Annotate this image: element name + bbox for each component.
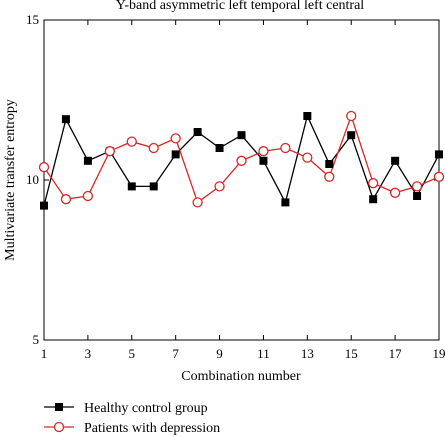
legend: Healthy control group Patients with depre… <box>44 401 220 436</box>
legend-label-0: Healthy control group <box>84 401 208 416</box>
series-0-point-18 <box>413 192 422 200</box>
series-0-point-14 <box>325 160 334 168</box>
x-axis-label: Combination number <box>181 369 301 384</box>
chart-title: Y-band asymmetric left temporal left cen… <box>116 0 365 13</box>
series-1-point-7 <box>170 133 181 144</box>
series-1-point-14 <box>324 171 335 182</box>
series-0-point-10 <box>237 131 246 140</box>
series-1-point-1 <box>38 162 50 173</box>
legend-marker-1 <box>53 421 65 433</box>
legend-marker-0 <box>55 403 63 411</box>
series-1-point-13 <box>302 152 313 163</box>
series-0-point-3 <box>83 156 92 165</box>
series-1-point-6 <box>148 142 159 154</box>
series-1-point-4 <box>104 146 115 157</box>
x-ticks: 1 3 5 7 9 11 13 15 17 19 <box>41 20 445 361</box>
series-1-point-2 <box>60 194 72 205</box>
series-1-point-5 <box>126 136 137 147</box>
series-0-point-7 <box>171 150 180 159</box>
x-tick-label-1: 1 <box>41 346 48 361</box>
series-1-point-17 <box>389 187 401 198</box>
series-markers <box>38 110 445 210</box>
x-tick-label-15: 15 <box>345 346 358 361</box>
series-0-point-19 <box>435 150 443 159</box>
series-1-point-18 <box>411 181 423 192</box>
series-1-point-15 <box>346 110 357 122</box>
x-tick-label-11: 11 <box>257 346 270 361</box>
series-0-point-16 <box>369 195 378 204</box>
x-tick-label-3: 3 <box>85 346 92 361</box>
y-axis-label: Multivariate transfer entropy <box>3 99 18 261</box>
y-ticks: 5 10 15 <box>26 12 439 347</box>
series-1-point-16 <box>368 178 379 189</box>
series-0-point-1 <box>40 201 48 210</box>
series-1-point-10 <box>236 155 247 166</box>
series-0-point-15 <box>347 131 356 140</box>
x-tick-label-17: 17 <box>389 346 403 361</box>
series-1-point-9 <box>214 181 225 192</box>
legend-label-1: Patients with depression <box>84 421 220 436</box>
series-1-point-8 <box>192 197 203 208</box>
y-tick-label-15: 15 <box>26 12 39 27</box>
series-1-point-3 <box>82 190 94 202</box>
series-0-point-17 <box>391 156 400 165</box>
x-tick-label-5: 5 <box>129 346 136 361</box>
series-0-point-8 <box>193 128 202 136</box>
x-tick-label-7: 7 <box>172 346 179 361</box>
series-0-point-2 <box>61 115 70 124</box>
plot-frame <box>43 19 440 341</box>
x-tick-label-9: 9 <box>216 346 223 361</box>
series-0-point-13 <box>303 112 312 120</box>
series-0-point-12 <box>281 198 290 207</box>
x-tick-label-13: 13 <box>301 346 314 361</box>
y-tick-label-10: 10 <box>26 172 39 187</box>
series-0-point-11 <box>259 156 268 165</box>
x-tick-label-19: 19 <box>433 346 445 361</box>
series-0-point-6 <box>149 182 158 191</box>
series-0-point-9 <box>215 144 224 152</box>
series-1-point-12 <box>280 142 291 154</box>
series-1-point-11 <box>258 146 269 157</box>
y-tick-label-5: 5 <box>33 332 40 347</box>
series-0-point-5 <box>127 182 136 191</box>
series-1-point-19 <box>433 171 445 182</box>
